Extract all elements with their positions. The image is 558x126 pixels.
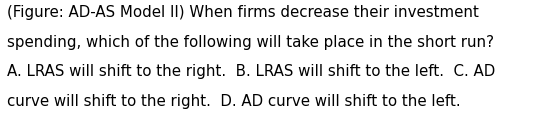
Text: spending, which of the following will take place in the short run?: spending, which of the following will ta… bbox=[7, 35, 494, 50]
Text: curve will shift to the right.  D. AD curve will shift to the left.: curve will shift to the right. D. AD cur… bbox=[7, 94, 460, 109]
Text: (Figure: AD-AS Model II) When firms decrease their investment: (Figure: AD-AS Model II) When firms decr… bbox=[7, 5, 479, 20]
Text: A. LRAS will shift to the right.  B. LRAS will shift to the left.  C. AD: A. LRAS will shift to the right. B. LRAS… bbox=[7, 64, 495, 79]
